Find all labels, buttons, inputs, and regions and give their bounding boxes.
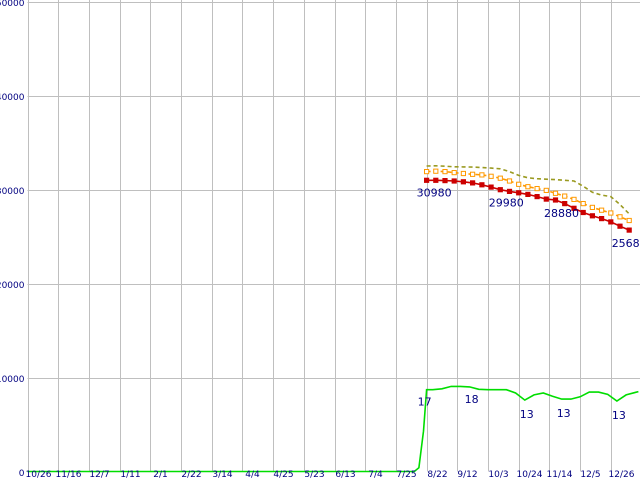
- data-point-label: 28880: [544, 207, 579, 220]
- x-tick-label: 6/13: [335, 470, 355, 480]
- data-point-marker: [442, 178, 448, 184]
- x-tick-label: 10/3: [488, 470, 508, 480]
- data-point-marker: [442, 169, 448, 175]
- x-tick-label: 5/23: [304, 470, 324, 480]
- data-point-marker: [424, 177, 430, 183]
- series-layer: [27, 164, 639, 473]
- data-point-marker: [617, 214, 623, 220]
- data-point-marker: [534, 186, 540, 192]
- y-tick-label: 0: [19, 469, 25, 479]
- series-line-bottom-green-series: [27, 385, 639, 473]
- data-point-label: 13: [557, 407, 571, 420]
- data-point-marker: [562, 193, 568, 199]
- y-tick-label: 20000: [0, 281, 25, 291]
- data-point-marker: [479, 182, 485, 188]
- y-tick-label: 10000: [0, 375, 25, 385]
- data-point-marker: [460, 179, 466, 185]
- x-tick-label: 4/4: [245, 470, 260, 480]
- data-point-marker: [552, 190, 559, 196]
- data-point-marker: [571, 196, 577, 203]
- data-point-marker: [626, 217, 632, 224]
- data-point-marker: [589, 204, 595, 211]
- data-point-marker: [525, 184, 531, 190]
- x-tick-label: 12/26: [609, 470, 635, 480]
- data-point-marker: [599, 207, 605, 213]
- x-tick-label: 9/12: [457, 470, 477, 480]
- x-tick-label: 11/16: [56, 470, 82, 480]
- data-point-marker: [599, 216, 605, 222]
- data-point-label: 25680: [612, 237, 640, 250]
- x-tick-label: 1/11: [120, 470, 140, 480]
- x-tick-label: 7/25: [396, 470, 416, 480]
- data-point-marker: [608, 219, 614, 225]
- data-point-label: 30980: [417, 186, 452, 199]
- data-point-marker: [543, 187, 549, 194]
- data-point-marker: [525, 191, 531, 198]
- data-point-marker: [479, 172, 485, 178]
- x-tick-label: 2/22: [181, 470, 201, 480]
- data-point-marker: [580, 201, 586, 207]
- x-tick-label: 2/1: [153, 470, 167, 480]
- x-tick-label: 4/25: [273, 470, 293, 480]
- y-tick-label: 50000: [0, 0, 25, 9]
- data-point-label: 29980: [489, 197, 524, 210]
- data-point-marker: [589, 213, 595, 219]
- data-point-marker: [488, 184, 494, 190]
- data-point-marker: [516, 190, 522, 196]
- data-point-marker: [488, 173, 494, 179]
- data-point-marker: [617, 223, 623, 229]
- data-point-marker: [608, 210, 614, 216]
- data-point-marker: [506, 178, 513, 184]
- data-point-label: 17: [418, 396, 432, 409]
- x-tick-label: 10/26: [26, 470, 52, 480]
- data-point-marker: [424, 169, 430, 175]
- point-label-layer: 30980 29980 28880 25680 17 18 13 13 13: [417, 186, 640, 422]
- data-point-label: 18: [465, 393, 479, 406]
- data-point-marker: [626, 227, 632, 233]
- data-point-marker: [571, 205, 577, 211]
- x-tick-label: 8/22: [427, 470, 447, 480]
- data-point-marker: [580, 209, 586, 216]
- data-point-marker: [470, 180, 476, 186]
- data-point-marker: [506, 188, 513, 195]
- data-point-marker: [497, 187, 503, 193]
- grid-layer: [27, 0, 640, 472]
- data-point-marker: [433, 168, 439, 174]
- x-tick-label: 3/14: [212, 470, 232, 480]
- data-point-marker: [543, 196, 549, 202]
- data-point-label: 13: [520, 408, 534, 421]
- data-point-marker: [552, 197, 559, 203]
- data-point-marker: [497, 175, 503, 181]
- x-tick-label: 11/14: [547, 470, 573, 480]
- data-point-marker: [433, 177, 439, 183]
- y-tick-label: 40000: [0, 93, 25, 103]
- data-point-marker: [534, 194, 540, 200]
- data-point-marker: [516, 181, 522, 187]
- data-point-marker: [562, 201, 568, 207]
- x-tick-label: 10/24: [517, 470, 543, 480]
- data-point-label: 13: [612, 409, 626, 422]
- x-tick-label: 7/4: [368, 470, 383, 480]
- data-point-marker: [460, 170, 466, 177]
- x-tick-label: 12/7: [89, 470, 109, 480]
- y-tick-label: 30000: [0, 187, 25, 197]
- data-point-marker: [451, 178, 457, 184]
- data-point-marker: [470, 171, 476, 177]
- data-point-marker: [451, 170, 457, 176]
- x-tick-label: 12/5: [580, 470, 600, 480]
